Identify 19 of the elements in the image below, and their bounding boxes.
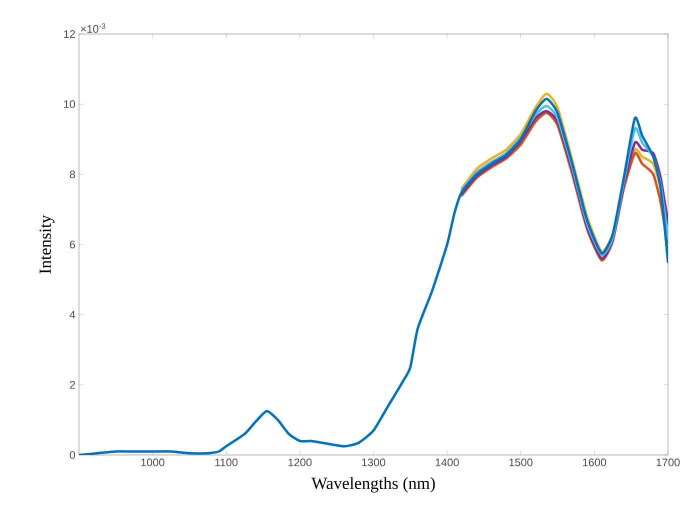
x-tick-label: 1500	[509, 458, 532, 466]
x-tick-label: 1200	[288, 458, 312, 466]
y-tick-label: 0	[70, 451, 76, 459]
x-tick-label: 1000	[141, 458, 164, 466]
y-tick-label: 6	[70, 240, 75, 248]
x-tick-label: 1400	[436, 458, 459, 466]
line-series	[79, 98, 668, 455]
x-tick-label: 1700	[656, 458, 680, 466]
x-tick-label: 1300	[362, 458, 386, 466]
y-axis-title: Intensity	[40, 214, 54, 274]
y-tick-label: 12	[64, 30, 75, 38]
y-tick-label: 10	[64, 100, 76, 108]
y-tick-label: 8	[70, 170, 75, 178]
text: ×10$^{-3}$	[80, 23, 106, 33]
x-tick-label: 1600	[583, 458, 606, 466]
x-tick-label: 1100	[215, 458, 238, 466]
y-tick-label: 2	[70, 381, 75, 389]
x-axis-title: Wavelengths (nm)	[311, 477, 435, 493]
y-tick-label: 4	[70, 310, 76, 318]
